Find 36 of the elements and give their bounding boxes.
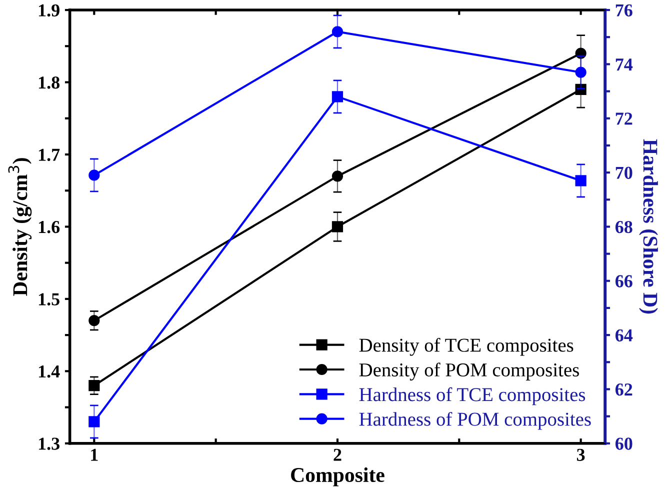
y2-tick-label: 74 [616,58,633,70]
x-tick-label: 3 [576,448,585,461]
y2-tick-label: 62 [615,384,632,396]
point [88,170,100,181]
point [332,91,344,102]
point [88,315,100,326]
y-tick-label: 1.9 [38,4,60,17]
y2-tick-label: 68 [615,220,632,234]
y-tick-label: 1.8 [38,76,60,89]
y-tick-label: 1.4 [38,366,60,378]
legend-label: Hardness of POM composites [359,412,591,430]
x-axis-title: Composite [291,467,384,486]
point [332,26,344,38]
legend-label: Density of TCE composites [359,338,574,356]
y-axis-title: Density (g/cm$^{3}$) [8,158,32,296]
x-tick-label: 2 [334,448,342,461]
y2-tick-label: 70 [616,166,632,179]
point [88,416,100,428]
point [332,170,344,182]
point [575,66,586,78]
x-tick-label: 1 [91,448,98,461]
y2-tick-label: 76 [616,4,632,16]
y-tick-label: 1.6 [38,221,60,234]
y2-tick-label: 66 [615,275,632,288]
point [575,175,586,186]
y2-tick-label: 64 [615,329,633,342]
y-tick-label: 1.7 [38,148,60,161]
point [88,380,100,392]
point [332,221,344,232]
y2-tick-label: 72 [616,112,632,125]
y-tick-label: 1.5 [38,293,60,306]
legend-label: Hardness of TCE composites [359,387,586,406]
y2-tick-label: 60 [615,438,632,450]
legend-label: Density of POM composites [359,362,579,380]
y2-axis-title: Hardness (Shore D) [639,139,658,314]
y-tick-label: 1.3 [38,438,60,450]
